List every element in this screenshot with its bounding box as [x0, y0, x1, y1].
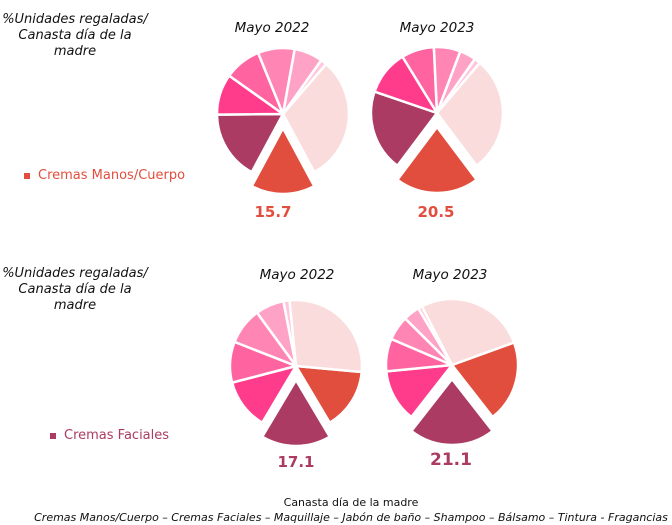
legend-label: Cremas Manos/Cuerpo	[38, 168, 186, 183]
pie-0	[215, 46, 351, 196]
pie-title-bottom-2023: Mayo 2023	[412, 267, 488, 283]
pie-title-top-2023: Mayo 2023	[399, 20, 475, 36]
side-title-bottom: %Unidades regaladas/ Canasta día de la m…	[2, 266, 148, 313]
pie-1	[369, 45, 505, 195]
side-title-top: %Unidades regaladas/ Canasta día de la m…	[2, 12, 148, 59]
pie-slice-cremas-manos-cuerpo	[250, 126, 316, 196]
pie-slice-cremas-faciales	[410, 377, 494, 447]
pie-2	[228, 298, 364, 448]
legend-swatch	[24, 172, 30, 179]
value-label-bottom-2023: 21.1	[430, 450, 472, 470]
legend-cremas-manos: Cremas Manos/Cuerpo	[24, 168, 185, 183]
pie-title-top-2022: Mayo 2022	[234, 20, 310, 36]
pie-3	[384, 297, 520, 447]
pie-slice-fragancias	[420, 297, 516, 367]
pie-slice-fragancias	[288, 298, 364, 374]
pie-slice-fragancias	[281, 62, 351, 174]
pie-slice-cremas-manos-cuerpo	[450, 341, 520, 419]
pie-slice-cremas-faciales	[215, 112, 285, 174]
pie-slice-fragancias	[435, 61, 505, 168]
legend-cremas-faciales: Cremas Faciales	[50, 428, 169, 443]
pie-slice-cremas-faciales	[260, 378, 332, 448]
pie-title-bottom-2022: Mayo 2022	[259, 267, 335, 283]
pie-slice-cremas-manos-cuerpo	[294, 364, 363, 424]
legend-swatch	[50, 432, 56, 439]
legend-label: Cremas Faciales	[64, 428, 170, 443]
pie-slice-cremas-manos-cuerpo	[396, 125, 478, 195]
value-label-top-2023: 20.5	[417, 203, 455, 221]
pie-slice-cremas-faciales	[369, 90, 439, 168]
footer-items: Cremas Manos/Cuerpo – Cremas Faciales – …	[34, 511, 668, 524]
value-label-top-2022: 15.7	[254, 203, 292, 221]
footer-title: Canasta día de la madre	[283, 496, 419, 509]
value-label-bottom-2022: 17.1	[277, 453, 315, 471]
